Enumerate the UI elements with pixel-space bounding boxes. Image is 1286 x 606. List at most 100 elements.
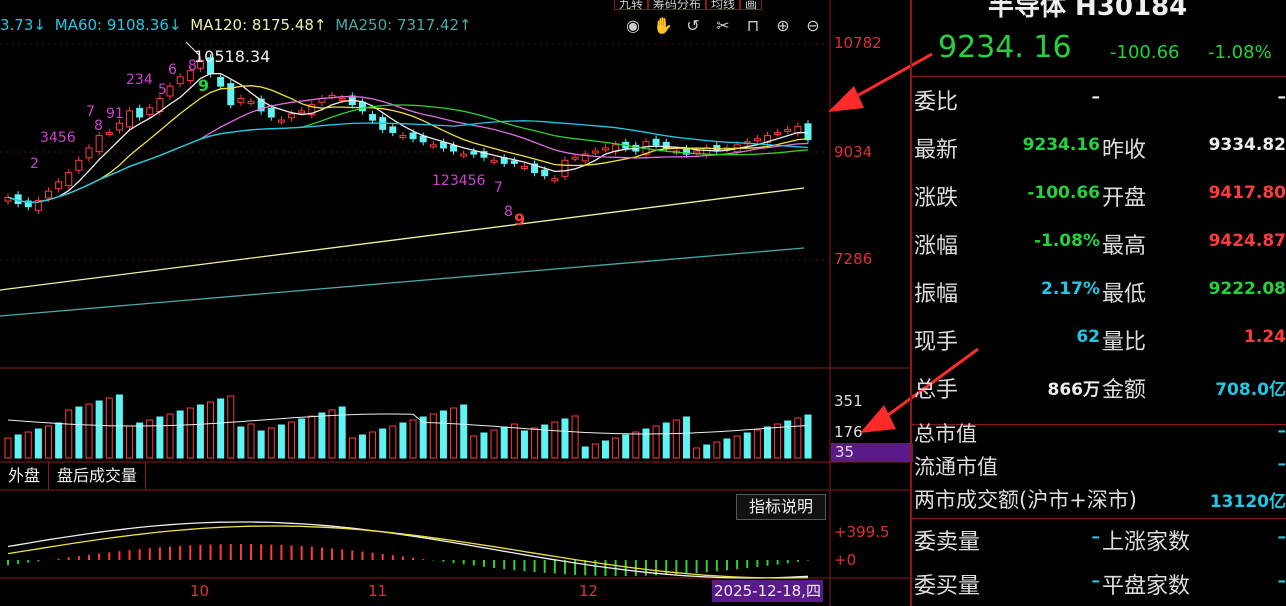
seq-label-left-e: 91	[106, 106, 124, 122]
volume-bar-10	[105, 397, 113, 459]
market-value-0: –	[1277, 421, 1286, 441]
zoom-out-icon[interactable]: ⊖	[806, 16, 820, 35]
volume-bar-8	[85, 403, 93, 459]
tab-ma[interactable]: 均线	[706, 0, 741, 10]
volume-bar-75	[763, 426, 771, 459]
market-value-2: 13120亿	[1209, 492, 1286, 512]
candle-body-25	[257, 98, 265, 112]
volume-bar-54	[551, 421, 559, 459]
indicator-description-button[interactable]: 指标说明	[736, 494, 826, 520]
quote-label-1-b: 昨收	[1102, 138, 1147, 163]
volume-bar-38	[389, 425, 397, 459]
quote-label-2-b: 开盘	[1102, 186, 1147, 211]
volume-bar-58	[591, 443, 599, 459]
price-change-pct: -1.08%	[1208, 42, 1272, 63]
top-tab-bar: 九转 筹码分布 均线 画	[614, 0, 763, 10]
nine-turn-bottom: 9	[514, 210, 526, 229]
volume-bar-57	[581, 446, 589, 459]
quote-value-2-b: 9417.80	[1208, 183, 1286, 203]
ma60-line	[7, 120, 809, 204]
volume-bar-51	[520, 430, 528, 459]
volume-bar-56	[571, 415, 579, 459]
candle-body-47	[480, 151, 488, 158]
undo-icon[interactable]: ↺	[686, 16, 700, 35]
candle-body-39	[399, 135, 407, 139]
candle-body-59	[601, 147, 609, 151]
volume-bar-22	[227, 395, 235, 459]
volume-bar-45	[460, 404, 468, 459]
order-label-1-a: 委买量	[914, 574, 981, 599]
candle-body-17	[176, 76, 184, 85]
zoom-in-icon[interactable]: ⊕	[776, 16, 790, 35]
ma60-legend: MA60: 9108.36↓	[54, 16, 182, 34]
candle-body-23	[237, 97, 245, 103]
quote-value-4-b: 9222.08	[1208, 279, 1286, 299]
volume-bar-61	[622, 434, 630, 459]
volume-bar-59	[601, 440, 609, 459]
volume-bar-42	[429, 413, 437, 459]
volume-bar-21	[217, 398, 225, 459]
tab-jiuzhuan[interactable]: 九转	[614, 0, 649, 10]
volume-bar-29	[298, 418, 306, 459]
volume-bar-49	[500, 426, 508, 459]
tab-outer-volume[interactable]: 外盘	[0, 462, 50, 490]
date-axis-oct: 10	[190, 582, 210, 600]
candle-body-28	[288, 113, 296, 119]
quote-panel: 半导体 H30184 9234. 16 -100.66 -1.08% 委比 – – 最…	[910, 0, 1286, 606]
candle-body-43	[439, 141, 447, 149]
volume-bar-34	[348, 437, 356, 459]
price-axis-low: 7286	[834, 250, 873, 268]
volume-bar-65	[662, 422, 670, 459]
chart-canvas	[0, 0, 910, 606]
candle-body-57	[581, 153, 589, 162]
volume-bar-64	[652, 425, 660, 459]
candle-body-58	[591, 150, 599, 154]
quote-label-5-a: 现手	[914, 330, 959, 355]
quote-label-6-b: 金额	[1102, 378, 1147, 403]
tab-draw[interactable]: 画	[740, 0, 763, 10]
quote-label-6-a: 总手	[914, 378, 959, 403]
quote-label-5-b: 量比	[1102, 330, 1147, 355]
volume-bar-26	[267, 427, 275, 459]
nine-turn-top: 9	[198, 76, 210, 95]
candle-body-41	[419, 135, 427, 143]
volume-bar-5	[55, 422, 63, 459]
market-value-1: –	[1277, 454, 1286, 474]
date-axis-nov: 11	[368, 582, 388, 600]
ma120-legend: MA120: 8175.48↑	[190, 16, 327, 34]
scissors-icon[interactable]: ✂	[716, 16, 730, 35]
tab-chip-distribution[interactable]: 筹码分布	[648, 0, 707, 10]
candle-body-8	[85, 147, 93, 159]
volume-bar-44	[450, 407, 458, 459]
market-label-1: 流通市值	[914, 455, 998, 479]
volume-bar-66	[672, 419, 680, 459]
quote-value-1-b: 9334.82	[1208, 135, 1286, 155]
volume-bar-39	[399, 422, 407, 459]
hand-icon[interactable]: ✋	[653, 16, 673, 35]
volume-bar-77	[784, 420, 792, 459]
volume-bar-78	[794, 417, 802, 459]
quote-label-4-b: 最低	[1102, 282, 1147, 307]
eye-icon[interactable]: ◉	[626, 16, 640, 35]
tab-after-hours-volume[interactable]: 盘后成交量	[49, 462, 147, 490]
ma-legend-prev: 3.73↓	[0, 16, 46, 34]
candle-body-79	[804, 123, 812, 141]
order-label-0-a: 委卖量	[914, 530, 981, 555]
volume-bar-3	[34, 428, 42, 459]
seq-label-c: 8	[188, 58, 197, 74]
candle-body-12	[126, 110, 134, 128]
volume-bar-55	[561, 418, 569, 459]
volume-bar-1	[14, 434, 22, 459]
volume-ma-line	[7, 413, 809, 435]
volume-bar-62	[632, 431, 640, 459]
volume-bar-11	[115, 394, 123, 459]
ma5-line	[7, 72, 809, 204]
candle-body-48	[490, 159, 498, 163]
candle-body-3	[34, 199, 42, 211]
lock-icon[interactable]: ⊓	[746, 16, 760, 35]
candle-body-29	[298, 110, 306, 114]
order-label-0-b: 上涨家数	[1102, 530, 1191, 555]
kline-chart-area[interactable]: 九转 筹码分布 均线 画 3.73↓ MA60: 9108.36↓ MA120:…	[0, 0, 979, 606]
candle-body-50	[510, 160, 518, 164]
volume-bar-36	[369, 431, 377, 459]
